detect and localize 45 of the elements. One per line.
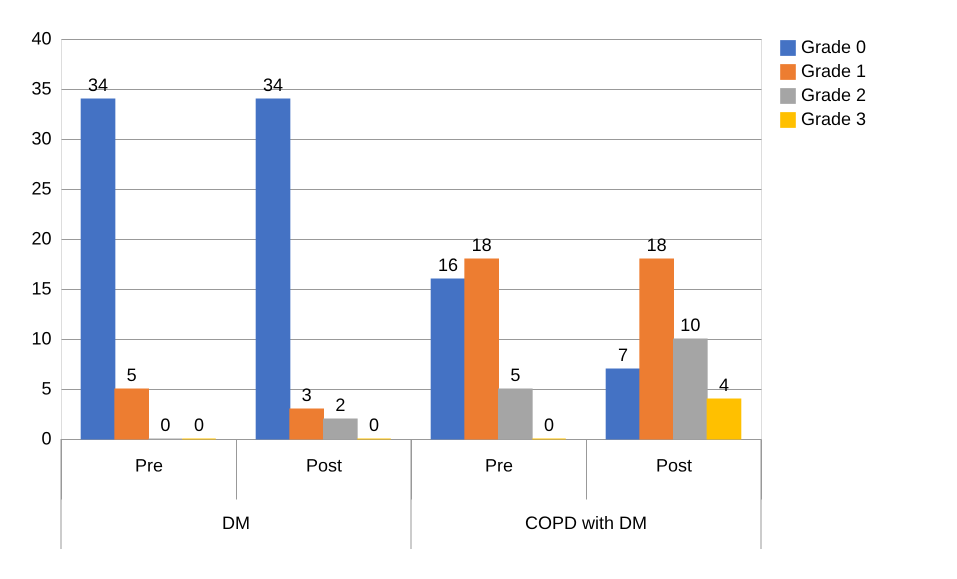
data-label: 34 bbox=[88, 75, 108, 95]
bar bbox=[430, 278, 466, 440]
data-label: 5 bbox=[510, 365, 520, 385]
legend-label: Grade 3 bbox=[801, 109, 866, 129]
data-label: 7 bbox=[618, 345, 628, 365]
y-tick-label: 35 bbox=[31, 78, 52, 98]
data-label: 0 bbox=[368, 415, 379, 435]
data-label: 3 bbox=[302, 385, 312, 405]
legend-label: Grade 0 bbox=[801, 37, 866, 57]
data-label: 0 bbox=[160, 415, 170, 435]
data-label: 0 bbox=[194, 415, 204, 435]
x-tick-label: Pre bbox=[134, 456, 164, 476]
bar bbox=[114, 388, 149, 440]
y-tick-label: 0 bbox=[41, 428, 52, 448]
data-label: 10 bbox=[680, 315, 700, 335]
y-tick-label: 10 bbox=[31, 328, 52, 348]
bar bbox=[706, 398, 742, 440]
x-tick-label: Post bbox=[306, 456, 342, 476]
text: DM bbox=[222, 513, 250, 533]
data-label: 18 bbox=[646, 235, 667, 255]
data-label: 4 bbox=[718, 375, 729, 395]
data-label: 16 bbox=[438, 255, 458, 275]
bar bbox=[606, 368, 640, 440]
y-tick-label: 5 bbox=[41, 378, 52, 398]
bar bbox=[464, 258, 499, 440]
y-tick-label: 30 bbox=[31, 128, 52, 148]
y-tick-label: 15 bbox=[31, 278, 52, 298]
y-tick-label: 25 bbox=[31, 178, 52, 198]
y-tick-label: 40 bbox=[31, 28, 52, 48]
data-label: 18 bbox=[472, 235, 492, 255]
bar bbox=[80, 98, 116, 440]
text: COPD with DM bbox=[524, 513, 648, 533]
legend-label: Grade 1 bbox=[801, 61, 866, 81]
bar bbox=[323, 418, 358, 440]
legend-label: Grade 2 bbox=[801, 85, 866, 105]
bar bbox=[256, 98, 290, 440]
data-label: 5 bbox=[126, 365, 137, 385]
data-label: 34 bbox=[263, 75, 284, 95]
y-tick-label: 20 bbox=[31, 228, 52, 248]
x-tick-label: Post bbox=[656, 456, 692, 476]
bar bbox=[639, 258, 674, 440]
x-tick-label: Pre bbox=[484, 456, 514, 476]
data-label: 2 bbox=[335, 395, 346, 415]
bar bbox=[289, 408, 324, 440]
data-label: 0 bbox=[544, 415, 554, 435]
